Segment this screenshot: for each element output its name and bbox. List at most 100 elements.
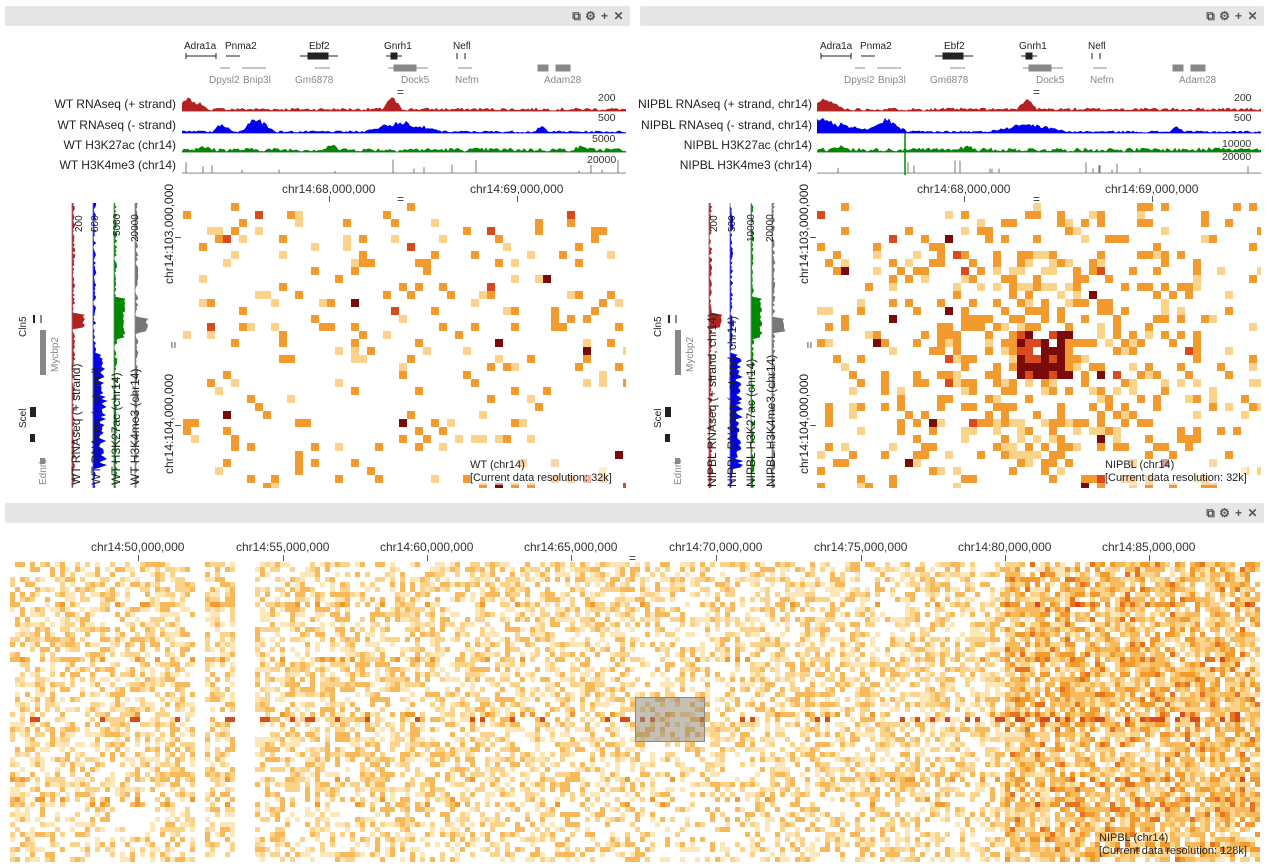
h3k4me3-spikes [185,159,619,173]
drag-handle[interactable]: = [1033,192,1041,206]
gene-label: Pnma2 [225,41,257,52]
map-resolution: [Current data resolution: 128k] [1099,845,1247,857]
y-axis-tick [175,425,181,426]
copy-icon[interactable]: ⧉ [572,9,581,23]
drag-handle[interactable]: = [397,85,405,99]
drag-handle[interactable]: = [802,341,817,349]
track-scale: 500 [90,215,101,232]
map-name: WT (chr14) [470,459,525,471]
gene-label: Mycbp2 [685,336,696,372]
gene-label: Mycbp2 [50,336,61,372]
gear-icon[interactable]: ⚙ [1219,506,1230,520]
y-axis-tick [810,425,816,426]
gene-annotation-glyphs [185,52,571,72]
map-resolution: [Current data resolution: 32k] [470,472,612,484]
gene-label: Gnrh1 [384,41,412,52]
track-label: NIPBL H3K27ac (chr14) [683,138,812,152]
vertical-track-label: WT RNAseq (+ strand) [69,363,83,485]
close-icon[interactable]: ✕ [1247,9,1258,23]
track-scale: 500 [727,215,738,232]
panel-controls: ⧉ ⚙ + ✕ [1205,8,1258,24]
overview-heatmap[interactable] [10,562,1260,862]
view-panel-wt: ⧉ ⚙ + ✕ [5,6,630,498]
gene-label: Ebf2 [309,41,330,52]
signal-track-1 [182,119,626,134]
x-axis-tick [1005,555,1006,561]
track-scale: 200 [598,92,616,104]
track-scale: 500 [1234,112,1252,124]
x-axis-tick-label: chr14:55,000,000 [236,540,330,554]
overview-cells [10,562,1260,862]
plus-icon[interactable]: + [1234,506,1242,520]
vertical-track-label: NIPBL H3K27ac (chr14) [744,358,758,487]
vertical-signal-1 [92,203,108,488]
map-resolution: [Current data resolution: 32k] [1105,472,1247,484]
y-axis-tick-label: chr14:104,000,000 [797,373,811,474]
vertical-track-label: WT H3K27ac (chr14) [109,372,123,485]
drag-handle[interactable]: = [629,551,637,565]
x-axis-tick [517,196,518,202]
gene-label: Adra1a [820,41,853,52]
x-axis-tick-label: chr14:69,000,000 [1105,182,1199,196]
track-scale: 20000 [587,154,617,166]
x-axis-tick-label: chr14:68,000,000 [917,182,1011,196]
x-axis-tick-label: chr14:80,000,000 [958,540,1052,554]
map-label: WT (chr14) [Current data resolution: 32k… [470,459,612,485]
drag-handle[interactable]: = [1033,85,1041,99]
x-axis-tick [283,555,284,561]
panel-controls: ⧉ ⚙ + ✕ [571,8,624,24]
plus-icon[interactable]: + [1234,9,1242,23]
contact-heatmap[interactable] [183,203,626,488]
gene-label: Dpysl2 [844,75,875,86]
gene-label: Bnip3l [878,75,906,86]
track-label: WT RNAseq (+ strand) [54,97,176,111]
vertical-track-label: NIPBL RNAseq (+ strand, chr14) [705,313,719,487]
gene-label: Adra1a [184,41,217,52]
track-scale: 10000 [746,214,757,242]
vertical-signal-3 [134,203,149,488]
close-icon[interactable]: ✕ [613,9,624,23]
plus-icon[interactable]: + [600,9,608,23]
x-axis-tick [571,555,572,561]
track-scale: 20000 [1222,151,1252,163]
vertical-signal-0 [708,203,723,488]
track-scale: 10000 [1222,138,1252,150]
track-scale: 200 [1234,92,1252,104]
copy-icon[interactable]: ⧉ [1206,506,1215,520]
gene-label: Dpysl2 [209,75,240,86]
x-axis-tick-label: chr14:65,000,000 [524,540,618,554]
close-icon[interactable]: ✕ [1247,506,1258,520]
panel-controls: ⧉ ⚙ + ✕ [1205,505,1258,521]
drag-handle[interactable]: = [166,341,181,349]
track-label: WT H3K27ac (chr14) [63,138,176,152]
drag-handle[interactable]: = [397,192,405,206]
y-axis-tick [810,237,816,238]
track-label: NIPBL RNAseq (+ strand, chr14) [638,97,812,111]
gene-label: Gnrh1 [1019,41,1047,52]
gene-label: Gm6878 [930,75,969,86]
vertical-signal-3 [771,203,786,488]
signal-track-0 [182,97,626,112]
contact-heatmap[interactable] [817,203,1261,488]
x-axis-tick-label: chr14:70,000,000 [669,540,763,554]
vertical-signal-tracks [71,203,149,488]
gear-icon[interactable]: ⚙ [585,9,596,23]
panel-header: ⧉ ⚙ + ✕ [5,6,630,26]
gear-icon[interactable]: ⚙ [1219,9,1230,23]
x-axis-tick-label: chr14:75,000,000 [814,540,908,554]
x-axis-tick-label: chr14:50,000,000 [91,540,185,554]
gene-label: Adam28 [544,75,582,86]
gene-annotation-glyphs [820,52,1206,72]
gene-label: Ebf2 [944,41,965,52]
x-axis-tick [427,555,428,561]
x-axis-tick [329,196,330,202]
gene-label: Dock5 [1036,75,1065,86]
heatmap-cells [183,203,626,488]
map-name: NIPBL (chr14) [1105,459,1175,471]
y-axis-tick-label: chr14:103,000,000 [797,183,811,284]
copy-icon[interactable]: ⧉ [1206,9,1215,23]
vertical-signal-0 [71,203,85,488]
viewport-projection[interactable] [635,697,705,742]
side-gene-glyphs [30,315,46,464]
track-scale: 5000 [592,133,616,145]
